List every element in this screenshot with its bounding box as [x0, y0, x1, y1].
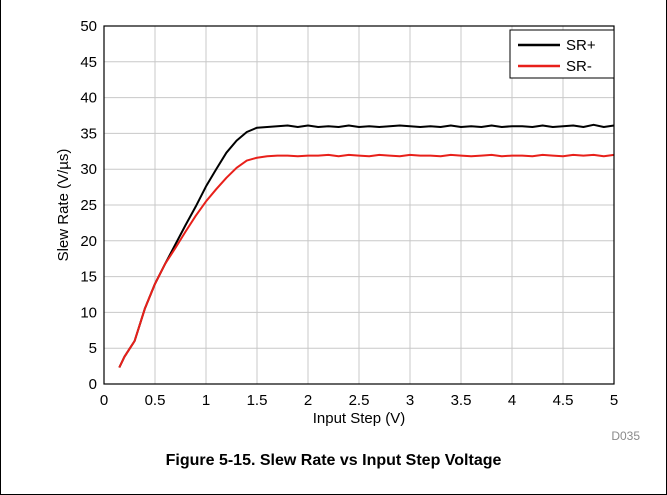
x-tick-label: 1.5 — [247, 392, 268, 409]
y-tick-label: 0 — [89, 376, 97, 393]
y-tick-label: 45 — [80, 54, 97, 71]
y-tick-label: 50 — [80, 18, 97, 35]
x-tick-label: 3.5 — [451, 392, 472, 409]
y-tick-label: 20 — [80, 233, 97, 250]
series-line-sr-minus — [118, 153, 615, 368]
figure-caption: Figure 5-15. Slew Rate vs Input Step Vol… — [165, 452, 502, 469]
legend-label-sr-minus: SR- — [566, 58, 592, 75]
legend-box — [509, 29, 615, 79]
figure-code: D035 — [611, 429, 640, 443]
y-tick-label: 40 — [80, 90, 97, 107]
y-tick-label: 25 — [80, 197, 97, 214]
x-tick-label: 4.5 — [553, 392, 574, 409]
x-tick-label: 5 — [610, 392, 618, 409]
x-tick-label: 2 — [304, 392, 312, 409]
y-tick-label: 30 — [80, 161, 97, 178]
legend: SR+ SR- — [509, 29, 615, 79]
y-tick-label: 15 — [80, 269, 97, 286]
y-tick-label: 10 — [80, 304, 97, 321]
x-tick-label: 0 — [100, 392, 108, 409]
slew-rate-chart: 0 0.5 1 1.5 2 2.5 3 3.5 4 4.5 5 0 5 10 15 20 25 30 35 40 45… — [55, 18, 640, 443]
grid — [103, 25, 615, 385]
x-tick-labels: 0 0.5 1 1.5 2 2.5 3 3.5 4 4.5 5 — [100, 392, 618, 409]
plot-area-border — [103, 25, 615, 385]
y-tick-labels: 0 5 10 15 20 25 30 35 40 45 50 — [80, 18, 97, 393]
series-lines — [118, 123, 615, 368]
y-axis-title: Slew Rate (V/µs) — [55, 149, 72, 262]
y-tick-label: 35 — [80, 125, 97, 142]
x-tick-label: 4 — [508, 392, 516, 409]
series-line-sr-plus — [118, 123, 615, 368]
x-tick-label: 3 — [406, 392, 414, 409]
y-tick-label: 5 — [89, 340, 97, 357]
x-tick-label: 1 — [202, 392, 210, 409]
x-axis-title: Input Step (V) — [313, 410, 406, 427]
legend-label-sr-plus: SR+ — [566, 37, 596, 54]
x-tick-label: 2.5 — [349, 392, 370, 409]
x-tick-label: 0.5 — [145, 392, 166, 409]
